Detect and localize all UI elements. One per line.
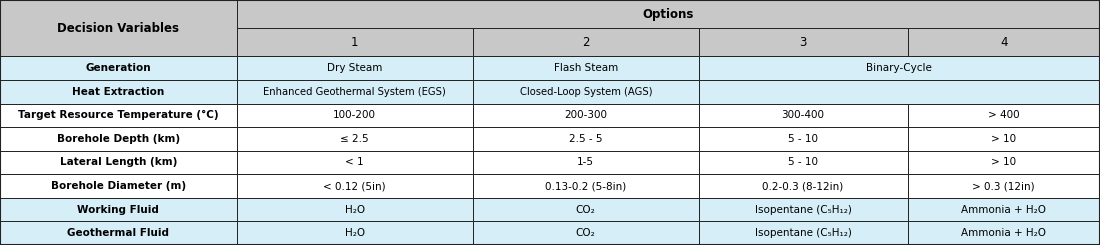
Bar (236, 151, 473, 174)
Text: Ammonia + H₂O: Ammonia + H₂O (961, 228, 1046, 238)
Bar (473, 80, 698, 103)
Text: Heat Extraction: Heat Extraction (73, 87, 164, 97)
Text: Flash Steam: Flash Steam (553, 63, 618, 73)
Text: Isopentane (C₅H₁₂): Isopentane (C₅H₁₂) (755, 205, 851, 215)
Bar (473, 28, 698, 56)
Text: Binary-Cycle: Binary-Cycle (867, 63, 932, 73)
Text: 3: 3 (800, 36, 806, 49)
Bar (236, 28, 473, 56)
Text: 1: 1 (351, 36, 359, 49)
Text: Lateral Length (km): Lateral Length (km) (59, 158, 177, 168)
Bar (473, 56, 698, 80)
Bar (908, 174, 1100, 198)
Text: H₂O: H₂O (344, 205, 365, 215)
Text: 200-300: 200-300 (564, 110, 607, 120)
Bar (236, 80, 473, 103)
Bar (0, 174, 236, 198)
Text: ≤ 2.5: ≤ 2.5 (340, 134, 370, 144)
Text: 1-5: 1-5 (578, 158, 594, 168)
Text: > 10: > 10 (991, 158, 1016, 168)
Text: Isopentane (C₅H₁₂): Isopentane (C₅H₁₂) (755, 228, 851, 238)
Bar (0, 0, 236, 56)
Text: 4: 4 (1000, 36, 1008, 49)
Bar (698, 80, 1100, 103)
Bar (0, 198, 236, 221)
Bar (473, 198, 698, 221)
Bar (698, 127, 908, 151)
Text: > 10: > 10 (991, 134, 1016, 144)
Bar (236, 0, 1100, 28)
Bar (236, 56, 473, 80)
Text: 2.5 - 5: 2.5 - 5 (569, 134, 603, 144)
Bar (698, 174, 908, 198)
Text: CO₂: CO₂ (576, 205, 595, 215)
Bar (908, 127, 1100, 151)
Text: 100-200: 100-200 (333, 110, 376, 120)
Bar (0, 151, 236, 174)
Text: Borehole Depth (km): Borehole Depth (km) (57, 134, 179, 144)
Bar (473, 151, 698, 174)
Bar (908, 103, 1100, 127)
Text: 5 - 10: 5 - 10 (788, 134, 818, 144)
Text: < 0.12 (5in): < 0.12 (5in) (323, 181, 386, 191)
Bar (0, 221, 236, 245)
Text: Geothermal Fluid: Geothermal Fluid (67, 228, 169, 238)
Bar (236, 221, 473, 245)
Text: Enhanced Geothermal System (EGS): Enhanced Geothermal System (EGS) (263, 87, 447, 97)
Bar (698, 56, 1100, 80)
Bar (908, 151, 1100, 174)
Text: > 400: > 400 (988, 110, 1020, 120)
Bar (698, 103, 908, 127)
Bar (236, 174, 473, 198)
Bar (0, 56, 236, 80)
Text: Decision Variables: Decision Variables (57, 22, 179, 35)
Text: 5 - 10: 5 - 10 (788, 158, 818, 168)
Text: Target Resource Temperature (°C): Target Resource Temperature (°C) (18, 110, 219, 120)
Text: Options: Options (642, 8, 694, 21)
Bar (236, 198, 473, 221)
Text: Closed-Loop System (AGS): Closed-Loop System (AGS) (519, 87, 652, 97)
Text: H₂O: H₂O (344, 228, 365, 238)
Text: Dry Steam: Dry Steam (327, 63, 383, 73)
Bar (0, 103, 236, 127)
Bar (236, 127, 473, 151)
Text: CO₂: CO₂ (576, 228, 595, 238)
Bar (236, 103, 473, 127)
Text: Borehole Diameter (m): Borehole Diameter (m) (51, 181, 186, 191)
Bar (908, 221, 1100, 245)
Bar (473, 174, 698, 198)
Bar (0, 80, 236, 103)
Bar (908, 28, 1100, 56)
Text: 0.13-0.2 (5-8in): 0.13-0.2 (5-8in) (546, 181, 626, 191)
Text: Ammonia + H₂O: Ammonia + H₂O (961, 205, 1046, 215)
Bar (0, 127, 236, 151)
Bar (698, 28, 908, 56)
Text: 2: 2 (582, 36, 590, 49)
Bar (698, 151, 908, 174)
Text: < 1: < 1 (345, 158, 364, 168)
Bar (473, 103, 698, 127)
Text: Working Fluid: Working Fluid (77, 205, 160, 215)
Text: 0.2-0.3 (8-12in): 0.2-0.3 (8-12in) (762, 181, 844, 191)
Text: > 0.3 (12in): > 0.3 (12in) (972, 181, 1035, 191)
Bar (698, 198, 908, 221)
Bar (698, 221, 908, 245)
Bar (473, 127, 698, 151)
Text: Generation: Generation (86, 63, 151, 73)
Text: 300-400: 300-400 (781, 110, 825, 120)
Bar (908, 198, 1100, 221)
Bar (473, 221, 698, 245)
